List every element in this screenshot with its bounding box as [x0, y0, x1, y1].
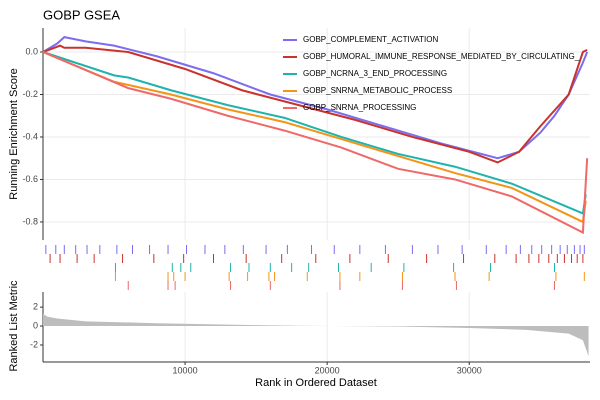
enrichment-line	[42, 51, 587, 215]
x-tick-label: 10000	[173, 365, 198, 375]
metric-axis-label: Ranked List Metric	[8, 280, 20, 372]
legend-label: GOBP_NCRNA_3_END_PROCESSING	[303, 69, 447, 78]
chart-title: GOBP GSEA	[43, 7, 120, 22]
y-tick-label: -2	[30, 339, 38, 349]
x-tick-label: 20000	[315, 365, 340, 375]
x-tick-label: 30000	[457, 365, 482, 375]
y-tick-label: 0.0	[25, 46, 38, 56]
enrichment-line	[42, 51, 587, 224]
enrichment-line	[42, 36, 589, 160]
y-tick-label: -0.2	[22, 89, 38, 99]
y-axis-label: Running Enrichment Score	[8, 68, 20, 199]
enrichment-line	[42, 51, 589, 235]
legend-label: GOBP_HUMORAL_IMMUNE_RESPONSE_MEDIATED_BY…	[303, 52, 580, 61]
metric-area	[43, 313, 589, 357]
x-axis-label: Rank in Ordered Dataset	[255, 377, 377, 389]
legend-label: GOBP_SNRNA_METABOLIC_PROCESS	[303, 86, 452, 95]
legend-label: GOBP_SNRNA_PROCESSING	[303, 103, 416, 112]
legend-label: GOBP_COMPLEMENT_ACTIVATION	[303, 35, 439, 44]
y-tick-label: -0.4	[22, 131, 38, 141]
y-tick-label: 0	[33, 320, 38, 330]
y-tick-label: -0.6	[22, 174, 38, 184]
y-tick-label: 2	[33, 302, 38, 312]
y-tick-label: -0.8	[22, 216, 38, 226]
enrichment-line	[42, 44, 588, 164]
